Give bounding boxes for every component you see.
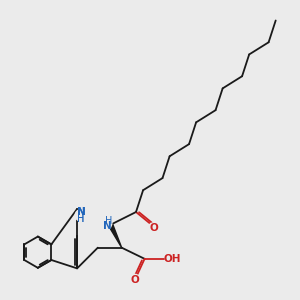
- Text: N: N: [103, 221, 112, 231]
- Text: H: H: [77, 214, 85, 224]
- Circle shape: [165, 252, 179, 266]
- Polygon shape: [109, 224, 122, 248]
- Circle shape: [130, 274, 140, 285]
- Text: O: O: [149, 223, 158, 233]
- Text: H: H: [105, 216, 112, 226]
- Text: O: O: [131, 274, 140, 284]
- Circle shape: [98, 216, 112, 230]
- Text: N: N: [76, 207, 85, 217]
- Text: N: N: [76, 207, 85, 217]
- Text: H: H: [77, 214, 85, 224]
- Circle shape: [75, 210, 87, 221]
- Circle shape: [148, 223, 159, 233]
- Text: OH: OH: [164, 254, 181, 264]
